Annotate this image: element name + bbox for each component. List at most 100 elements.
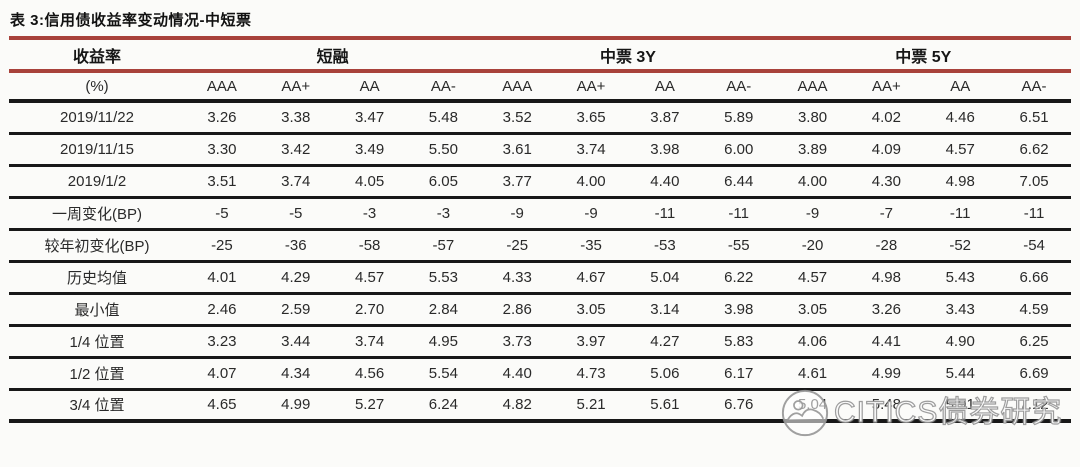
value-cell: 7.12: [1019, 396, 1049, 414]
value-cell: 3.44: [281, 332, 311, 350]
value-cell: 5.48: [428, 108, 458, 126]
table-row: 较年初变化(BP) -25 -36 -58 -57 -25 -35 -53 -55 -20 -28 -…: [9, 229, 1071, 261]
table-body: 2019/11/22 3.26 3.38 3.47 5.48 3.52 3.65 3.87 5.…: [9, 101, 1071, 421]
value-cell: 4.90: [945, 332, 975, 350]
table-row: 1/2 位置 4.07 4.34 4.56 5.54 4.40 4.73 5.06 6.17 4.…: [9, 357, 1071, 389]
value-cell: 3.98: [724, 300, 754, 318]
value-cell: 2.86: [502, 300, 532, 318]
value-cell: 6.44: [724, 172, 754, 190]
table-row: 3/4 位置 4.65 4.99 5.27 6.24 4.82 5.21 5.61 6.76 5.…: [9, 389, 1071, 421]
value-cell: 4.99: [871, 364, 901, 382]
value-cell: -35: [580, 236, 602, 254]
value-cell: 4.00: [797, 172, 828, 190]
value-cell: -54: [1023, 236, 1045, 254]
value-cell: 4.29: [281, 268, 311, 286]
value-cell: 3.77: [502, 172, 532, 190]
value-cell: -20: [801, 236, 824, 254]
table-title: 表 3:信用债收益率变动情况-中短票: [10, 12, 252, 29]
value-cell: 5.50: [428, 140, 458, 158]
rating-header: AA-: [1021, 77, 1047, 95]
value-cell: 4.99: [281, 396, 311, 414]
value-cell: 3.61: [502, 140, 532, 158]
credit-yield-table: 收益率 短融 中票 3Y 中票 5Y (%) AAA AA+ AA AA- AAA AA+…: [9, 36, 1071, 423]
row-label: 最小值: [74, 301, 120, 319]
value-cell: 3.89: [797, 140, 828, 158]
value-cell: 6.24: [428, 396, 458, 414]
value-cell: 6.25: [1019, 332, 1049, 350]
value-cell: -25: [506, 236, 529, 254]
value-cell: 7.05: [1019, 172, 1049, 190]
value-cell: 2.59: [281, 300, 311, 318]
value-cell: 2.70: [354, 300, 385, 318]
rating-header: AA: [359, 77, 380, 95]
value-cell: 3.42: [281, 140, 311, 158]
rating-header: AA+: [281, 77, 311, 95]
value-cell: 3.74: [354, 332, 385, 350]
value-cell: 4.00: [576, 172, 606, 190]
rating-header: AA+: [871, 77, 901, 95]
value-cell: 3.43: [945, 300, 975, 318]
value-cell: 6.62: [1019, 140, 1049, 158]
value-cell: -52: [949, 236, 972, 254]
value-cell: 5.21: [576, 396, 606, 414]
value-cell: 5.04: [650, 268, 680, 286]
value-cell: -11: [728, 204, 749, 222]
value-cell: 5.54: [428, 364, 458, 382]
rating-header: AA-: [430, 77, 456, 95]
value-cell: -9: [510, 204, 524, 222]
value-cell: 5.04: [797, 396, 828, 414]
row-label: 2019/1/2: [67, 172, 127, 190]
table-row: 2019/11/15 3.30 3.42 3.49 5.50 3.61 3.74 3.98 6.…: [9, 133, 1071, 165]
value-cell: 6.00: [724, 140, 754, 158]
value-cell: 4.33: [502, 268, 532, 286]
value-cell: 3.05: [797, 300, 828, 318]
value-cell: 3.14: [650, 300, 680, 318]
table-row: 历史均值 4.01 4.29 4.57 5.53 4.33 4.67 5.04 6.22 4.57…: [9, 261, 1071, 293]
value-cell: 4.40: [650, 172, 680, 190]
value-cell: 3.74: [281, 172, 311, 190]
value-cell: -25: [211, 236, 233, 254]
value-cell: -11: [949, 204, 971, 222]
value-cell: -3: [362, 204, 377, 222]
value-cell: 5.27: [354, 396, 385, 414]
value-cell: 4.27: [650, 332, 680, 350]
value-cell: 3.65: [576, 108, 606, 126]
value-cell: 4.41: [871, 332, 901, 350]
value-cell: 4.65: [207, 396, 237, 414]
value-cell: 4.59: [1019, 300, 1049, 318]
value-cell: -53: [654, 236, 676, 254]
row-label: 历史均值: [66, 269, 127, 287]
value-cell: -9: [584, 204, 598, 222]
value-cell: 4.56: [354, 364, 385, 382]
rating-header: AA: [950, 77, 971, 95]
value-cell: -5: [289, 204, 303, 222]
group-header-row: 收益率 短融 中票 3Y 中票 5Y: [9, 38, 1071, 71]
rating-header: AA: [654, 77, 675, 95]
value-cell: -11: [654, 204, 676, 222]
value-cell: 4.67: [576, 268, 606, 286]
value-cell: 5.06: [650, 364, 680, 382]
value-cell: 5.61: [650, 396, 680, 414]
value-cell: 4.61: [797, 364, 828, 382]
value-cell: 6.17: [724, 364, 754, 382]
value-cell: 4.46: [945, 108, 975, 126]
value-cell: 3.26: [207, 108, 237, 126]
value-cell: 5.53: [428, 268, 458, 286]
rating-header: AAA: [206, 77, 237, 95]
value-cell: 4.02: [871, 108, 901, 126]
value-cell: -11: [1023, 204, 1045, 222]
value-cell: -55: [727, 236, 750, 254]
value-cell: 3.97: [576, 332, 606, 350]
value-cell: 4.57: [797, 268, 828, 286]
rating-header: AA-: [726, 77, 752, 95]
unit-header: (%): [85, 77, 109, 95]
value-cell: 5.48: [871, 396, 901, 414]
value-cell: 3.26: [871, 300, 901, 318]
value-cell: 6.66: [1019, 268, 1049, 286]
value-cell: 4.57: [945, 140, 975, 158]
value-cell: 3.51: [207, 172, 237, 190]
value-cell: 4.40: [502, 364, 532, 382]
corner-header-yield: 收益率: [72, 48, 121, 66]
value-cell: 4.95: [428, 332, 458, 350]
value-cell: 4.57: [354, 268, 385, 286]
